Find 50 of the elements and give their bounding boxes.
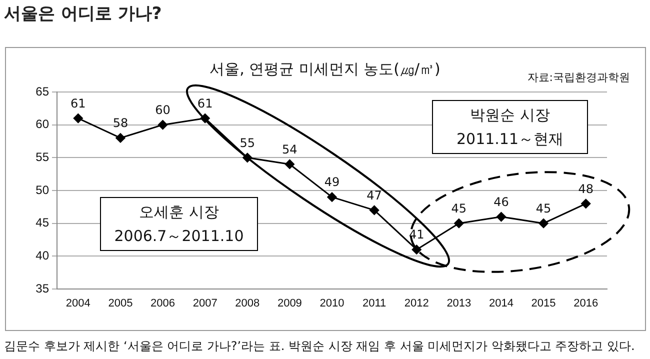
point [284,159,294,169]
point [73,114,83,124]
y-tick-label: 35 [36,281,50,296]
point [496,212,506,222]
data-label: 61 [70,96,86,110]
data-label: 41 [408,228,424,242]
point [158,120,168,130]
y-tick-label: 45 [36,216,50,230]
chart-title: 서울은 어디로 가나? [4,3,162,25]
x-tick-label: 2013 [446,298,472,310]
point [327,192,337,202]
x-tick-label: 2004 [66,298,90,310]
point [454,218,464,228]
data-label: 54 [282,142,298,156]
x-tick-label: 2014 [488,298,514,310]
text-frame: 오세훈 시장 2006.7～2011.10 [100,197,258,251]
y-tick-label: 40 [36,248,50,262]
text-frame: 박원순 시장 2011.11～현재 [432,100,588,154]
point [412,244,422,254]
text: 자료:국립환경과학원 [527,70,630,85]
x-tick-label: 2007 [192,298,218,310]
data-label: 58 [112,116,128,130]
x-tick-label: 2005 [108,298,133,310]
data-label: 48 [578,182,594,196]
x-tick-label: 2011 [362,298,386,310]
point [538,218,548,228]
point [370,205,380,215]
data-label: 46 [494,194,509,209]
point [581,198,591,208]
y-tick-label: 55 [36,150,50,164]
x-tick-label: 2009 [277,298,302,310]
data-label: 55 [240,136,256,150]
data-label: 45 [536,201,552,216]
y-tick-label: 65 [36,84,50,98]
y-tick-label: 50 [36,182,50,197]
x-tick-label: 2008 [235,298,260,310]
x-tick-label: 2015 [531,298,556,310]
data-label: 47 [366,188,382,202]
data-label: 61 [197,96,213,110]
x-tick-label: 2010 [320,298,344,310]
y-tick-label: 60 [36,117,50,132]
text: 김문수 후보가 제시한 ‘서울은 어디로 가나?’라는 표. 박원순 시장 재임 후 서울 미세먼지가 악화됐다고 주장하고 있다. [4,338,635,355]
data-label: 60 [155,102,170,117]
point [116,133,126,143]
x-tick-label: 2016 [574,298,598,310]
data-label: 49 [324,175,340,190]
chart-subtitle: 서울, 연평균 미세먼지 농도(㎍/㎥) [210,60,440,78]
data-label: 45 [451,201,467,216]
x-tick-label: 2012 [404,298,429,310]
x-tick-label: 2006 [150,298,176,310]
